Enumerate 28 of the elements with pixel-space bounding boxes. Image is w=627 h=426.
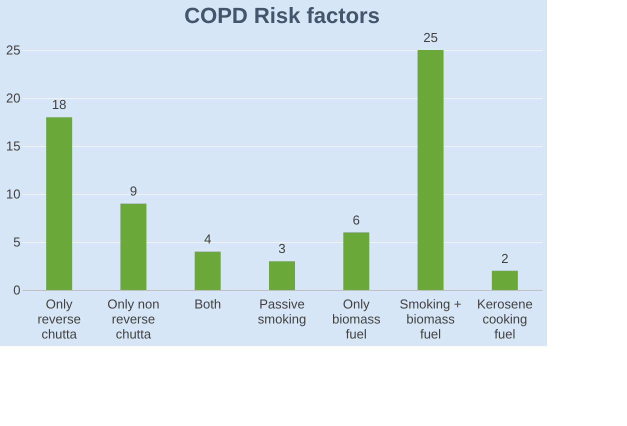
bar (46, 117, 72, 290)
y-tick-label: 5 (13, 234, 20, 250)
x-tick-label: Only non reverse chutta (107, 296, 160, 342)
y-tick-label: 20 (6, 90, 20, 106)
bar (269, 261, 295, 290)
y-tick-label: 25 (6, 42, 20, 58)
chart-title: COPD Risk factors (184, 3, 380, 28)
bar (492, 270, 518, 290)
x-tick-label: Only biomass fuel (332, 296, 381, 342)
y-tick-label: 0 (13, 282, 20, 298)
x-tick-label: Smoking + biomass fuel (400, 296, 462, 342)
data-label: 4 (204, 232, 212, 247)
data-label: 18 (52, 97, 66, 112)
bar (418, 50, 444, 290)
y-tick-label: 10 (6, 186, 20, 202)
x-tick-label: Passive smoking (258, 296, 306, 326)
data-label: 25 (423, 30, 438, 45)
bar (343, 232, 370, 290)
data-label: 6 (352, 212, 360, 228)
x-tick-label: Only reverse chutta (37, 296, 81, 342)
data-label: 9 (130, 184, 138, 199)
bar (120, 204, 146, 290)
x-tick-label: Both (194, 296, 222, 312)
y-tick-label: 15 (6, 138, 20, 154)
x-tick-label: Kerosene cooking fuel (477, 296, 533, 342)
bar (194, 252, 221, 290)
data-label: 2 (501, 250, 508, 266)
data-label: 3 (278, 241, 286, 256)
